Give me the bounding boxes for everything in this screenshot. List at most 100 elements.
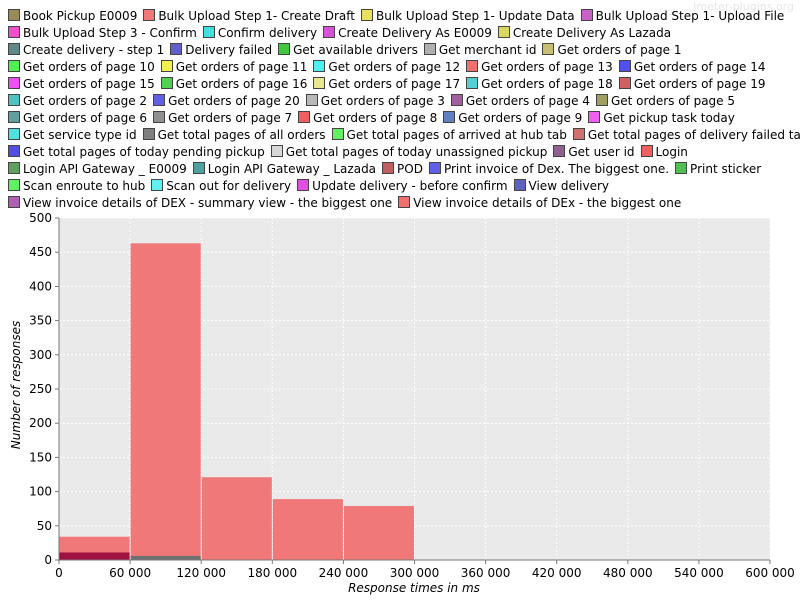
- legend-row: Book Pickup E0009 Bulk Upload Step 1- Cre…: [8, 5, 790, 25]
- x-tick-label: 0: [55, 566, 63, 580]
- legend-swatch: [8, 94, 20, 106]
- y-tick-label: 100: [29, 485, 52, 499]
- legend-label: Login API Gateway _ E0009: [23, 162, 187, 176]
- legend-swatch: [497, 26, 510, 38]
- legend-swatch: [640, 145, 653, 157]
- legend-item: Bulk Upload Step 3 - Confirm: [8, 25, 197, 42]
- x-tick-label: 180 000: [247, 566, 297, 580]
- legend-label: Get available drivers: [293, 43, 418, 57]
- legend-swatch: [618, 60, 631, 72]
- legend-item: Create Delivery As E0009: [323, 25, 492, 42]
- legend-item: Get orders of page 18: [466, 76, 613, 93]
- legend-swatch: [450, 94, 463, 106]
- y-tick-label: 50: [37, 519, 52, 533]
- legend-swatch: [8, 145, 20, 157]
- legend-item: Get orders of page 13: [466, 59, 613, 76]
- legend-label: Bulk Upload Step 3 - Confirm: [23, 26, 197, 40]
- legend-swatch: [618, 77, 631, 89]
- legend-row: Get total pages of today pending pickup G…: [8, 141, 694, 161]
- y-axis-title: Number of responses: [9, 321, 23, 449]
- legend-swatch: [8, 43, 20, 55]
- legend-item: Get total pages of delivery failed tab: [572, 127, 800, 144]
- x-tick-label: 240 000: [319, 566, 369, 580]
- legend-item: Get orders of page 4: [450, 93, 590, 110]
- legend-label: Delivery failed: [185, 43, 273, 57]
- legend-swatch: [192, 162, 205, 174]
- legend-label: Get orders of page 10: [23, 60, 155, 74]
- y-ticks: 0 50 100 150 200 250 300 350 400 450 500: [29, 211, 59, 567]
- legend-swatch: [513, 179, 526, 191]
- legend-item: Get orders of page 8: [298, 110, 437, 127]
- legend-row: Login API Gateway _ E0009 Login API Gatew…: [8, 158, 767, 178]
- legend-swatch: [297, 179, 310, 191]
- legend-item: Get total pages of all orders: [142, 127, 326, 144]
- y-tick-label: 150: [29, 450, 52, 464]
- x-ticks: 0 60 000 120 000 180 000 240 000 300 000 360 0…: [55, 560, 795, 580]
- legend-item: Get orders of page 6: [8, 110, 147, 127]
- legend-label: Get orders of page 4: [465, 94, 590, 108]
- x-tick-label: 60 000: [109, 566, 151, 580]
- legend-item: Get orders of page 14: [618, 59, 766, 76]
- legend-label: Book Pickup E0009: [23, 9, 138, 23]
- legend-swatch: [160, 60, 173, 72]
- legend-label: Create delivery - step 1: [23, 43, 165, 57]
- legend-label: Get orders of page 12: [328, 60, 461, 74]
- histogram-bar: [272, 499, 343, 560]
- legend-label: Get orders of page 17: [328, 77, 461, 91]
- legend-row: Get orders of page 10 Get orders of page …: [8, 56, 772, 76]
- y-tick-label: 300: [29, 348, 52, 362]
- legend-item: Get merchant id: [423, 42, 536, 59]
- legend-label: Get orders of page 6: [23, 111, 148, 125]
- x-tick-label: 300 000: [390, 566, 440, 580]
- histogram-bar: [130, 555, 201, 560]
- legend: Book Pickup E0009 Bulk Upload Step 1- Cre…: [8, 5, 800, 213]
- legend-label: Scan enroute to hub: [23, 179, 146, 193]
- legend-row: Bulk Upload Step 3 - Confirm Confirm deli…: [8, 22, 677, 42]
- legend-label: Get pickup task today: [603, 111, 735, 125]
- legend-swatch: [588, 111, 601, 123]
- legend-swatch: [8, 111, 20, 123]
- histogram-bar: [59, 552, 130, 560]
- legend-row: Get orders of page 6 Get orders of page 7…: [8, 107, 741, 127]
- legend-swatch: [305, 94, 318, 106]
- x-tick-label: 540 000: [674, 566, 724, 580]
- legend-row: View invoice details of DEX - summary vi…: [8, 192, 687, 212]
- legend-item: Print invoice of Dex. The biggest one.: [428, 161, 670, 178]
- legend-item: Get total pages of today pending pickup: [8, 144, 265, 161]
- legend-item: View invoice details of DEX - summary vi…: [8, 195, 392, 212]
- legend-label: Get service type id: [23, 128, 137, 142]
- legend-item: Confirm delivery: [202, 25, 318, 42]
- legend-label: Print invoice of Dex. The biggest one.: [443, 162, 670, 176]
- legend-label: Get orders of page 11: [175, 60, 308, 74]
- legend-item: Get user id: [553, 144, 635, 161]
- x-tick-label: 360 000: [461, 566, 511, 580]
- legend-item: Get orders of page 11: [160, 59, 308, 76]
- legend-row: Get orders of page 2 Get orders of page 2…: [8, 90, 741, 110]
- y-tick-label: 500: [29, 211, 52, 225]
- legend-item: Bulk Upload Step 1- Upload File: [580, 8, 784, 25]
- x-axis-title: Response times in ms: [348, 581, 480, 595]
- legend-swatch: [398, 196, 411, 208]
- legend-label: Bulk Upload Step 1- Create Draft: [158, 9, 355, 23]
- legend-swatch: [542, 43, 555, 55]
- legend-item: Get orders of page 16: [160, 76, 308, 93]
- legend-label: Confirm delivery: [217, 26, 318, 40]
- y-tick-label: 350: [29, 314, 52, 328]
- legend-swatch: [553, 145, 566, 157]
- legend-item: Get orders of page 2: [8, 93, 147, 110]
- legend-label: Get orders of page 14: [633, 60, 766, 74]
- legend-item: View invoice details of DEx - the bigges…: [398, 195, 681, 212]
- legend-item: Login: [640, 144, 688, 161]
- legend-swatch: [580, 9, 593, 21]
- legend-label: Login: [655, 145, 688, 159]
- legend-row: Create delivery - step 1 Delivery failed G…: [8, 39, 688, 59]
- legend-label: Get orders of page 9: [458, 111, 583, 125]
- legend-swatch: [572, 128, 585, 140]
- legend-label: Update delivery - before confirm: [312, 179, 508, 193]
- legend-swatch: [382, 162, 395, 174]
- legend-label: Create Delivery As Lazada: [512, 26, 672, 40]
- legend-label: Get orders of page 16: [175, 77, 308, 91]
- legend-swatch: [423, 43, 436, 55]
- legend-label: Get orders of page 20: [168, 94, 300, 108]
- legend-swatch: [142, 128, 155, 140]
